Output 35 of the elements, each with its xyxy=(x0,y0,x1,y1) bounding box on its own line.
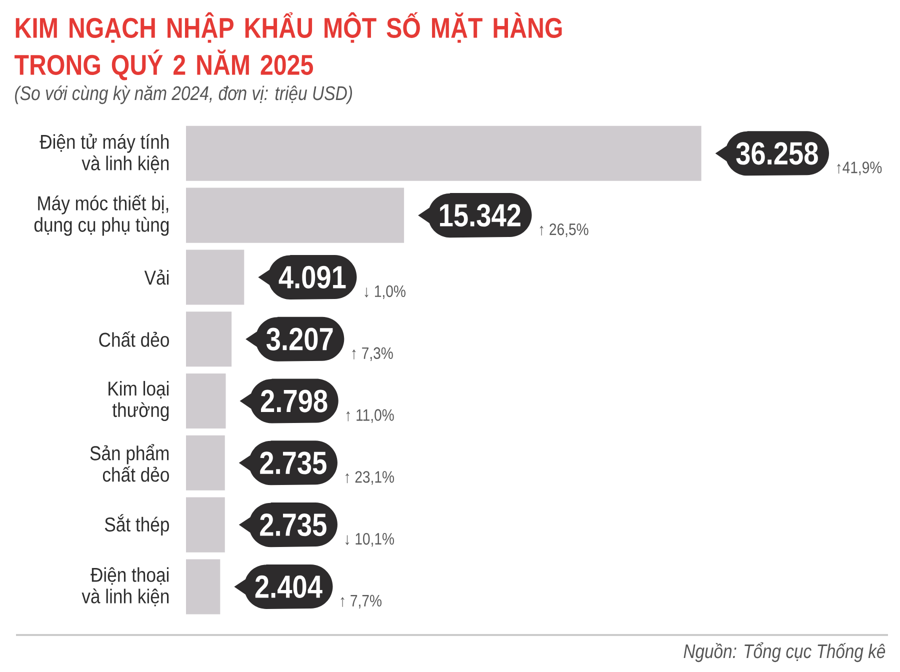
annotation: ↑ 7,7% xyxy=(340,594,382,609)
annotation: ↑ 7,3% xyxy=(352,347,393,361)
data-label: 4.091 xyxy=(278,266,346,289)
data-label: 2.735 xyxy=(260,452,326,474)
data-label: 2.404 xyxy=(255,575,322,598)
data-label: 15.342 xyxy=(440,204,520,227)
data-label: 2.798 xyxy=(260,390,328,412)
bar xyxy=(186,126,702,181)
bar xyxy=(186,373,226,429)
annotation: ↓ 10,1% xyxy=(346,532,394,547)
bar xyxy=(186,559,220,614)
y-tick-label: Sản phẩm chất dẻo xyxy=(90,444,169,482)
data-label: 36.258 xyxy=(736,142,818,165)
text: ↑41,9% xyxy=(837,162,882,176)
annotation: ↑ 23,1% xyxy=(346,471,394,485)
y-tick-label: Kim loại thường xyxy=(108,380,169,422)
y-tick-label: Sắt thép xyxy=(104,514,169,536)
bar xyxy=(186,250,244,305)
data-label: 3.207 xyxy=(266,328,333,350)
annotation: ↑ 11,0% xyxy=(346,409,394,423)
bar xyxy=(186,435,225,490)
annotation: ↓ 1,0% xyxy=(364,285,406,300)
bar xyxy=(186,312,232,367)
y-tick-label: Điện tử máy tính và linh kiện xyxy=(40,134,169,174)
y-tick-label: Điện thoại và linh kiện xyxy=(82,567,169,606)
y-tick-label: Máy móc thiết bị, dụng cụ phụ tùng xyxy=(34,194,169,236)
y-tick-label: Vải xyxy=(144,270,169,285)
data-label: 2.735 xyxy=(260,513,326,536)
y-tick-label: Chất dẻo xyxy=(99,331,169,347)
bar xyxy=(186,188,404,243)
text: Nguồn: Tổng cục Thống kê xyxy=(684,642,886,662)
chart-title: KIM NGẠCH NHẬP KHẨU MỘT SỐ MẶT HÀNG TRONG QUÝ 2 NĂM 2025 xyxy=(14,12,562,80)
bar xyxy=(186,497,225,552)
annotation: ↑ 26,5% xyxy=(540,223,588,238)
chart-subtitle: (So với cùng kỳ năm 2024, đơn vị: triệu USD) xyxy=(15,85,352,104)
